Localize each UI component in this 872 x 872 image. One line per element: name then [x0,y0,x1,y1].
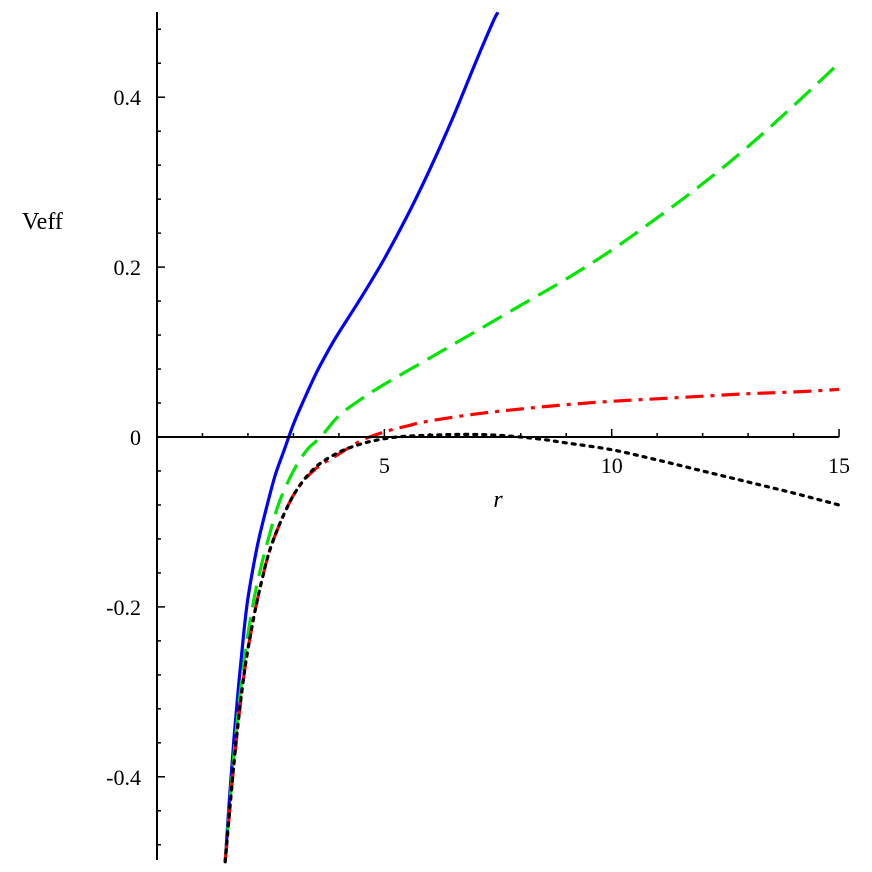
y-tick-label: 0.4 [114,85,142,110]
x-axis-label: r [493,487,503,513]
y-tick-label: 0.2 [114,255,142,280]
series-line-3 [223,387,840,862]
axes-layer [156,12,840,860]
y-tick-label: -0.2 [106,595,141,620]
x-tick-label: 10 [601,453,623,478]
y-axis-label: Veff [22,209,63,235]
y-tick-label: 0 [130,425,141,450]
y-tick-label: -0.4 [106,765,141,790]
series-layer [223,11,841,864]
series-line-2 [223,62,841,862]
ticks-layer: 5 10 15 -0.4 -0.2 0 0.2 0.4 [106,28,850,846]
x-tick-label: 5 [379,453,390,478]
x-tick-label: 15 [828,453,850,478]
series-line-1 [223,11,500,862]
series-line-4 [223,432,841,864]
